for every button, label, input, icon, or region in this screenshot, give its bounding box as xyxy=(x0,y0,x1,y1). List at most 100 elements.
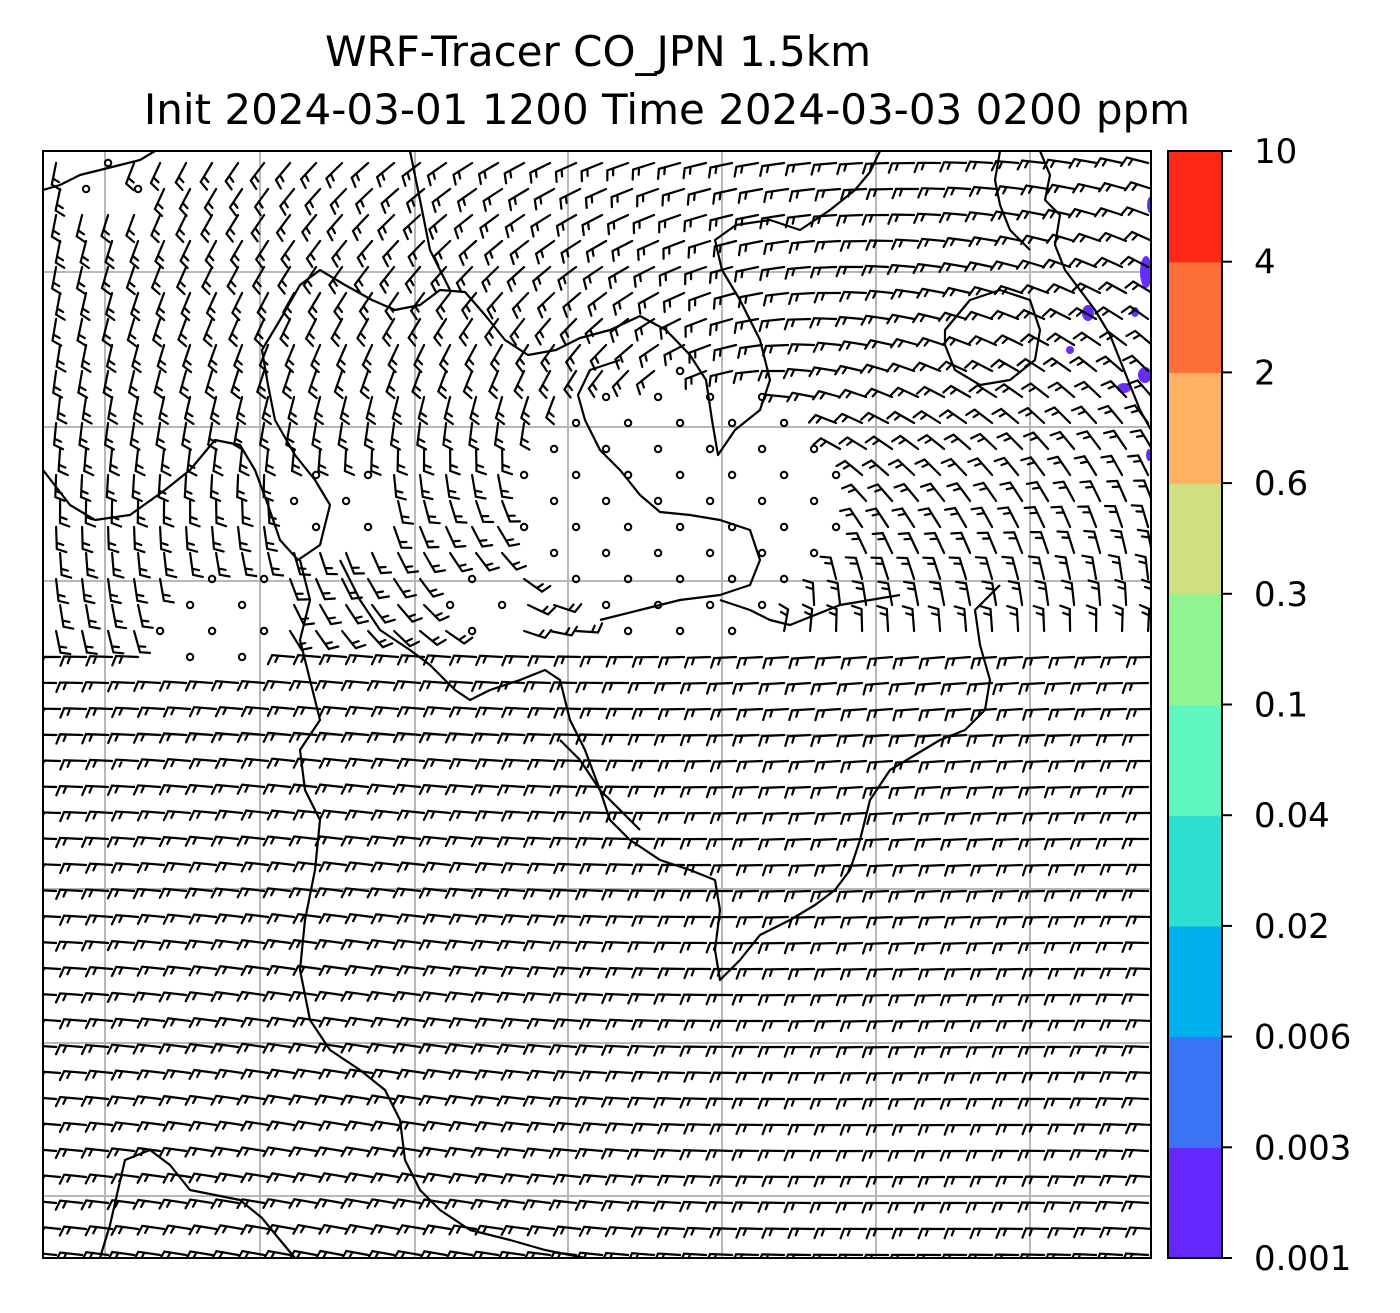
wind-barb xyxy=(996,707,1024,722)
wind-barb xyxy=(605,1070,634,1082)
wind-barb xyxy=(916,385,946,399)
wind-barb xyxy=(158,835,188,848)
wind-barb xyxy=(111,551,125,579)
wind-barb xyxy=(683,967,712,980)
wind-barb xyxy=(262,783,292,795)
wind-barb xyxy=(1073,1123,1102,1135)
wind-barb xyxy=(601,1096,630,1108)
wind-barb xyxy=(914,785,942,800)
wind-barb xyxy=(162,1224,192,1236)
wind-barb xyxy=(1121,1200,1150,1212)
wind-barb xyxy=(370,757,400,769)
wind-barb xyxy=(1121,733,1150,746)
wind-barb xyxy=(304,187,322,216)
wind-barb xyxy=(85,655,114,667)
wind-barb xyxy=(1047,1019,1076,1032)
calm-wind-marker xyxy=(779,470,789,480)
wind-barb xyxy=(314,990,344,1002)
wind-barb xyxy=(758,733,786,747)
wind-barb xyxy=(449,499,468,524)
wind-barb xyxy=(1125,863,1151,876)
coastline xyxy=(339,559,1001,982)
wind-barb xyxy=(1073,1175,1102,1187)
wind-barb xyxy=(132,1095,162,1107)
wind-barb xyxy=(471,473,487,500)
wind-barb xyxy=(1099,330,1128,347)
wind-barb xyxy=(262,835,292,847)
wind-barb xyxy=(579,655,608,668)
wind-barb xyxy=(810,265,838,279)
wind-barb xyxy=(736,655,764,669)
wind-barb xyxy=(418,835,448,847)
wind-barb xyxy=(215,551,231,578)
wind-barb xyxy=(1043,1201,1072,1213)
wind-barb xyxy=(215,499,228,528)
wind-barb xyxy=(575,622,604,634)
wind-barb xyxy=(814,759,842,774)
wind-barb xyxy=(836,161,864,176)
wind-barb xyxy=(55,681,84,693)
calm-wind-marker xyxy=(653,548,663,558)
wind-barb xyxy=(130,291,141,322)
wind-barb xyxy=(1021,382,1050,399)
wind-barb xyxy=(278,187,296,216)
wind-barb xyxy=(111,654,140,667)
wind-barb xyxy=(653,1148,682,1161)
wind-barb xyxy=(256,369,267,400)
wind-barb xyxy=(474,810,504,822)
wind-barb xyxy=(314,938,344,950)
wind-barb xyxy=(787,1123,816,1136)
wind-barb xyxy=(835,265,864,278)
wind-barb xyxy=(214,1016,244,1028)
wind-barb xyxy=(683,655,712,669)
wind-barb xyxy=(396,913,426,925)
wind-barb xyxy=(370,1068,400,1080)
wind-barb xyxy=(344,913,374,925)
wind-barb xyxy=(1069,993,1098,1006)
wind-barb xyxy=(258,343,270,374)
wind-barb xyxy=(683,1123,712,1135)
wind-barb xyxy=(1073,1019,1102,1032)
wind-barb xyxy=(839,1071,868,1084)
wind-barb xyxy=(994,334,1024,347)
wind-barb xyxy=(968,236,998,248)
wind-barb xyxy=(1019,284,1050,295)
wind-barb xyxy=(1045,282,1076,295)
calm-wind-marker xyxy=(259,626,269,636)
wind-barb xyxy=(443,395,454,426)
wind-barb xyxy=(813,1019,842,1032)
wind-barb xyxy=(1095,785,1124,798)
wind-barb xyxy=(1122,354,1150,373)
wind-barb xyxy=(105,473,118,502)
wind-barb xyxy=(396,809,426,821)
wind-barb xyxy=(888,458,916,477)
wind-barb xyxy=(892,811,920,825)
wind-barb xyxy=(184,783,214,796)
wind-barb xyxy=(953,605,968,633)
wind-barb xyxy=(288,1146,318,1158)
wind-barb xyxy=(1069,837,1098,850)
wind-barb xyxy=(966,681,994,696)
colorbar-segment xyxy=(1168,925,1222,1038)
wind-barb xyxy=(496,1043,526,1055)
wind-barb xyxy=(253,317,266,348)
wind-barb xyxy=(157,473,169,503)
calm-wind-marker xyxy=(601,444,611,454)
wind-barb xyxy=(835,459,864,477)
wind-barb xyxy=(1042,356,1072,373)
wind-barb xyxy=(918,655,946,670)
wind-barb xyxy=(266,913,296,925)
wind-barb xyxy=(422,1224,452,1236)
wind-barb xyxy=(631,655,660,668)
wind-barb xyxy=(553,603,583,614)
wind-barb xyxy=(862,681,890,696)
wind-barb xyxy=(137,551,151,579)
wind-barb xyxy=(862,785,890,800)
wind-barb xyxy=(340,1042,370,1054)
wind-barb xyxy=(431,187,452,213)
wind-barb xyxy=(1099,1226,1128,1239)
wind-barb xyxy=(897,531,920,555)
wind-barb xyxy=(918,915,946,929)
wind-barb xyxy=(1120,305,1150,321)
wind-barb xyxy=(299,161,318,190)
